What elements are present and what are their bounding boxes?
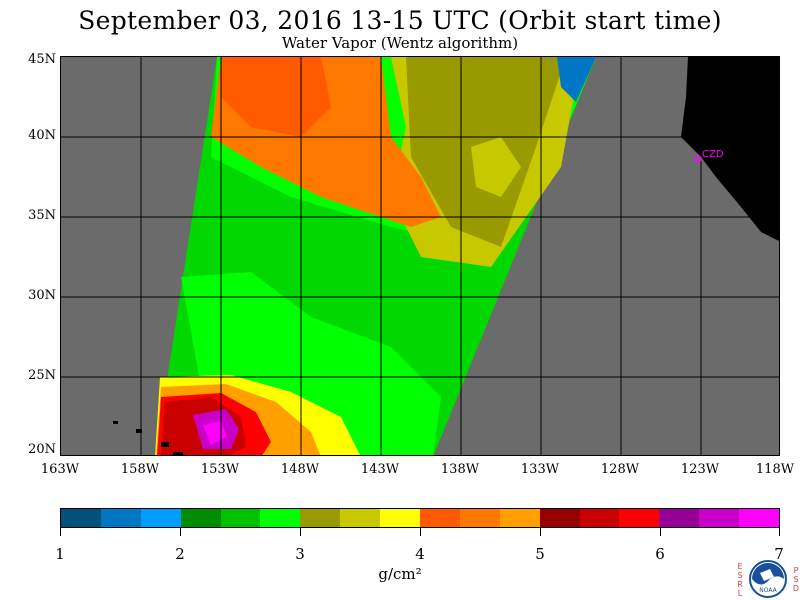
lon-label: 163W [40,462,80,477]
map-graphic: CZD [61,57,779,455]
color-swatch [699,509,740,527]
scale-tick [660,528,661,536]
graticule [61,57,779,455]
lat-label-40n: 40N [28,128,56,143]
satellite-swath [155,57,596,455]
lon-label: 143W [360,462,400,477]
scale-tick-label: 2 [175,545,185,563]
lat-label-20n: 20N [28,442,56,457]
scale-tick [300,528,301,536]
lon-label: 123W [680,462,720,477]
lon-label: 158W [120,462,160,477]
scale-units: g/cm² [378,565,422,583]
map-subtitle: Water Vapor (Wentz algorithm) [281,34,519,52]
lat-label-25n: 25N [28,368,56,383]
scale-tick-label: 3 [295,545,305,563]
color-swatch [739,509,780,527]
station-marker-icon [694,155,702,163]
scale-tick-label: 5 [535,545,545,563]
color-swatch [659,509,700,527]
lon-label: 153W [200,462,240,477]
noaa-emblem-icon: NOAA [749,560,787,598]
logo-name: NOAA [759,587,777,594]
scale-tick [779,528,780,536]
scale-tick-label: 1 [55,545,65,563]
station-label: CZD [702,149,724,160]
color-swatch [459,509,500,527]
lon-label: 133W [520,462,560,477]
lon-label: 138W [440,462,480,477]
scale-tick-label: 4 [415,545,425,563]
color-swatch [260,509,301,527]
lat-label-35n: 35N [28,208,56,223]
scale-tick [420,528,421,536]
scale-tick-label: 7 [774,545,784,563]
water-vapor-map: CZD [60,56,780,456]
lat-label-45n: 45N [28,52,56,67]
color-scale-bar [60,508,780,528]
scale-tick-label: 6 [655,545,665,563]
color-swatch [140,509,181,527]
scale-tick [180,528,181,536]
map-title: September 03, 2016 13-15 UTC (Orbit star… [78,6,722,35]
color-swatch [380,509,421,527]
color-swatch [300,509,341,527]
color-swatch [61,509,101,527]
scale-tick [60,528,61,536]
color-swatch [420,509,460,527]
lon-label: 128W [600,462,640,477]
color-swatch [220,509,261,527]
color-swatch [619,509,660,527]
color-swatch [340,509,381,527]
color-swatch [499,509,540,527]
color-swatch [579,509,620,527]
color-swatch [100,509,141,527]
color-swatch [539,509,580,527]
lat-label-30n: 30N [28,288,56,303]
lon-label: 118W [755,462,795,477]
lon-label: 148W [280,462,320,477]
scale-tick [540,528,541,536]
color-swatch [180,509,221,527]
land-mass [113,57,779,455]
